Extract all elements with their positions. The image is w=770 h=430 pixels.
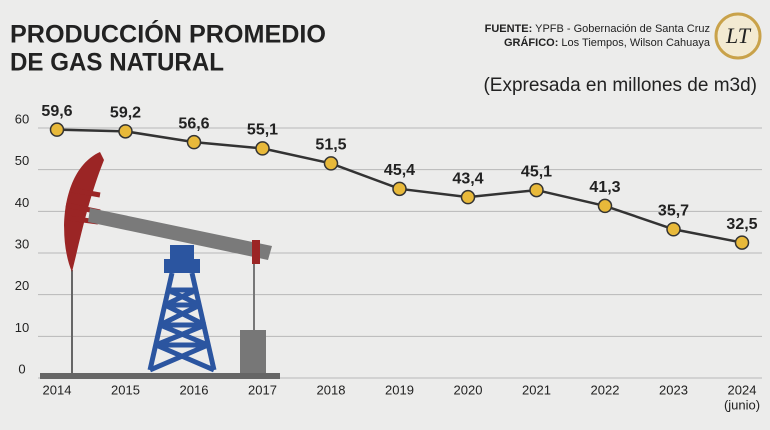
- value-label: 55,1: [247, 122, 278, 139]
- y-tick-label: 0: [18, 361, 25, 376]
- credit-text: Los Tiempos, Wilson Cahuaya: [561, 37, 710, 49]
- x-tick-label: 2019: [385, 382, 414, 397]
- derrick: [147, 272, 217, 373]
- chart-title: DE GAS NATURAL: [10, 49, 224, 77]
- subtitle: (Expresada en millones de m3d): [483, 75, 757, 96]
- marker: [255, 141, 270, 156]
- value-label: 45,4: [384, 162, 415, 179]
- marker: [666, 222, 681, 237]
- x-tick-label: 2024: [728, 382, 757, 397]
- x-tick-label: 2016: [180, 382, 209, 397]
- marker: [186, 134, 202, 150]
- value-label: 45,1: [521, 163, 552, 180]
- chart-title: PRODUCCIÓN PROMEDIO: [10, 19, 326, 49]
- walking-beam: [88, 208, 272, 260]
- x-tick-label: 2015: [111, 382, 140, 397]
- value-label: 59,6: [41, 103, 72, 120]
- derrick-top: [164, 259, 200, 273]
- marker: [597, 198, 613, 214]
- beam-end: [252, 240, 260, 264]
- series: 59,6 59,2 56,6 55,1 51,5 45,4 43,4 45,1 41,3 35,7…: [41, 103, 758, 250]
- marker: [734, 235, 750, 250]
- source-text: YPFB - Gobernación de Santa Cruz: [535, 23, 710, 35]
- x-tick-label: 2021: [522, 382, 551, 397]
- derrick-top: [170, 245, 194, 259]
- counterweight: [240, 330, 266, 375]
- value-label: 51,5: [315, 137, 346, 154]
- marker: [118, 124, 133, 139]
- x-tick-label: 2017: [248, 382, 277, 397]
- y-tick-label: 50: [15, 153, 29, 168]
- marker: [529, 182, 544, 198]
- y-tick-label: 60: [15, 111, 29, 126]
- y-tick-label: 40: [15, 195, 29, 210]
- x-tick-label: 2020: [454, 382, 483, 397]
- pump-jack: [40, 152, 280, 379]
- value-label: 41,3: [589, 179, 620, 196]
- marker: [460, 189, 476, 205]
- x-tick-label: 2014: [43, 382, 72, 397]
- base: [40, 373, 280, 379]
- value-label: 59,2: [110, 105, 141, 122]
- logo: LT: [725, 23, 752, 48]
- source-label: FUENTE:: [485, 23, 533, 35]
- logo-badge: [714, 12, 762, 60]
- x-tick-label: 2022: [591, 382, 620, 397]
- value-label: 32,5: [726, 216, 757, 233]
- marker: [323, 156, 339, 171]
- value-label: 56,6: [178, 115, 209, 132]
- y-tick-label: 10: [15, 320, 29, 335]
- y-tick-label: 20: [15, 278, 29, 293]
- value-label: 35,7: [658, 202, 689, 219]
- plot: 0 10 20 30 40 50 60 2014 2015 2016 2017 2018 2019 202…: [15, 111, 762, 412]
- marker: [392, 181, 407, 197]
- marker: [49, 122, 65, 137]
- horse-head: [64, 152, 104, 272]
- source: FUENTE: YPFB - Gobernación de Santa Cruz: [485, 23, 710, 35]
- y-tick-label: 30: [15, 236, 29, 251]
- value-label: 43,4: [452, 170, 483, 187]
- x-tick-note: (junio): [724, 397, 760, 412]
- credit: GRÁFICO: Los Tiempos, Wilson Cahuaya: [504, 36, 711, 49]
- credit-label: GRÁFICO:: [504, 36, 558, 49]
- x-tick-label: 2023: [659, 382, 688, 397]
- x-tick-label: 2018: [317, 382, 346, 397]
